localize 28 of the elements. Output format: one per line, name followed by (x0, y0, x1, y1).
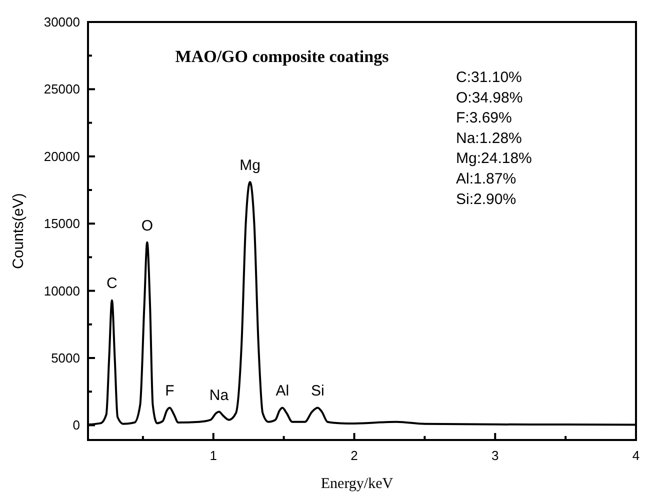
x-tick-label: 3 (492, 448, 499, 463)
y-axis-title: Counts(eV) (10, 193, 27, 269)
annotation: F (165, 382, 174, 400)
x-tick-label: 2 (350, 448, 358, 463)
annotation: Si:2.90% (456, 190, 516, 208)
annotation: Al:1.87% (456, 170, 516, 188)
x-axis-title: Energy/keV (320, 476, 394, 492)
annotation: O:34.98% (456, 89, 523, 106)
y-tick-label: 30000 (44, 14, 80, 30)
y-tick-label: 5000 (51, 350, 80, 366)
y-tick-label: 20000 (44, 148, 80, 164)
x-tick-label: 4 (632, 448, 640, 463)
annotation: O (141, 217, 154, 234)
annotation: Mg (240, 156, 260, 174)
text: MAO/GO composite coatings (175, 47, 390, 66)
y-tick-label: 15000 (44, 216, 80, 232)
annotation: C:31.10% (456, 69, 522, 86)
annotation: Al (276, 382, 290, 400)
y-tick-label: 25000 (44, 82, 80, 97)
annotation: Mg:24.18% (456, 150, 532, 168)
annotation: Na:1.28% (456, 130, 522, 147)
x-tick-label: 1 (210, 448, 217, 463)
annotation: F:3.69% (456, 110, 512, 127)
annotation: C (106, 275, 118, 292)
annotation: Si (310, 382, 324, 400)
y-tick-label: 10000 (44, 283, 80, 298)
annotation: Na (209, 386, 230, 404)
y-tick-label: 0 (72, 418, 80, 433)
